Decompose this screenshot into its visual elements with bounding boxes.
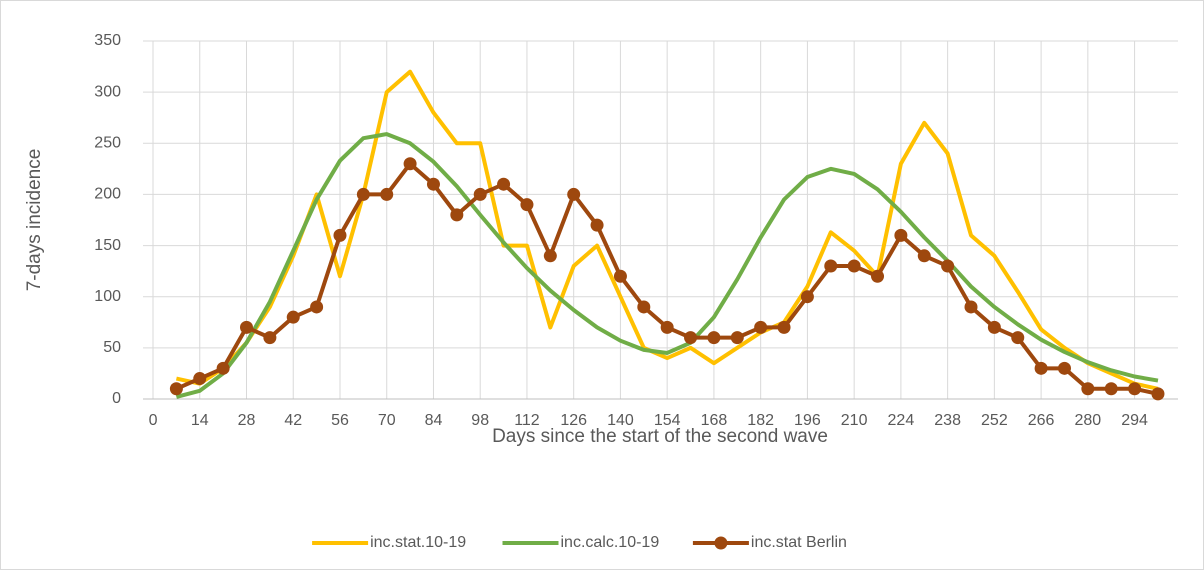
y-tick-label: 250 — [94, 135, 121, 152]
x-tick-label: 266 — [1028, 412, 1055, 429]
data-marker — [1034, 361, 1048, 375]
data-marker — [777, 320, 791, 334]
data-marker — [684, 331, 698, 345]
y-tick-label: 0 — [112, 390, 121, 407]
y-tick-label: 150 — [94, 237, 121, 254]
x-tick-label: 70 — [378, 412, 396, 429]
data-marker — [1104, 382, 1118, 396]
x-tick-label: 182 — [747, 412, 774, 429]
data-marker — [613, 269, 627, 283]
data-marker — [333, 228, 347, 242]
data-marker — [730, 331, 744, 345]
y-tick-label: 100 — [94, 288, 121, 305]
data-marker — [590, 218, 604, 232]
data-marker — [193, 372, 207, 386]
series-line — [175, 69, 1159, 391]
legend-label: inc.stat.10-19 — [370, 534, 466, 551]
data-marker — [543, 249, 557, 263]
y-tick-label: 350 — [94, 32, 121, 49]
data-marker — [497, 177, 511, 191]
data-marker — [216, 361, 230, 375]
x-tick-label: 168 — [701, 412, 728, 429]
data-marker — [800, 290, 814, 304]
data-marker — [240, 320, 253, 334]
x-tick-label: 140 — [607, 412, 634, 429]
x-tick-label: 154 — [654, 412, 681, 429]
data-marker — [847, 259, 861, 273]
data-marker — [917, 249, 931, 263]
data-marker — [520, 198, 534, 212]
y-tick-label: 50 — [103, 339, 121, 356]
x-axis-title: Days since the start of the second wave — [492, 426, 828, 447]
data-marker — [637, 300, 651, 314]
data-marker — [286, 310, 300, 324]
data-marker — [1128, 382, 1142, 396]
x-tick-label: 224 — [888, 412, 915, 429]
data-marker — [707, 331, 721, 345]
data-marker — [660, 320, 674, 334]
data-marker — [1011, 331, 1025, 345]
x-tick-label: 196 — [794, 412, 821, 429]
x-tick-label: 238 — [934, 412, 961, 429]
series-line — [175, 132, 1159, 399]
x-tick-label: 84 — [425, 412, 443, 429]
data-marker — [894, 228, 908, 242]
data-marker — [1081, 382, 1095, 396]
data-marker — [754, 320, 768, 334]
legend-label: inc.calc.10-19 — [561, 534, 660, 551]
x-tick-label: 294 — [1121, 412, 1148, 429]
data-marker — [169, 382, 183, 396]
data-marker — [356, 187, 370, 201]
y-tick-label: 200 — [94, 186, 121, 203]
y-axis-title: 7-days incidence — [24, 149, 45, 292]
data-marker — [941, 259, 955, 273]
x-tick-label: 14 — [191, 412, 209, 429]
legend-marker — [714, 536, 728, 550]
data-marker — [987, 320, 1001, 334]
data-marker — [310, 300, 324, 314]
data-marker — [473, 187, 487, 201]
x-tick-label: 56 — [331, 412, 349, 429]
data-marker — [263, 331, 277, 345]
data-marker — [824, 259, 838, 273]
legend-label: inc.stat Berlin — [751, 534, 847, 551]
x-tick-label: 252 — [981, 412, 1008, 429]
x-tick-label: 0 — [149, 412, 158, 429]
x-tick-label: 28 — [238, 412, 256, 429]
x-tick-label: 42 — [284, 412, 302, 429]
x-tick-label: 210 — [841, 412, 868, 429]
x-tick-label: 112 — [514, 412, 540, 429]
x-tick-label: 280 — [1075, 412, 1102, 429]
data-marker — [1151, 387, 1165, 401]
x-tick-label: 126 — [560, 412, 587, 429]
data-marker — [403, 157, 417, 171]
data-marker — [1057, 361, 1071, 375]
data-marker — [567, 187, 581, 201]
data-marker — [426, 177, 440, 191]
data-marker — [964, 300, 978, 314]
x-tick-label: 98 — [471, 412, 489, 429]
data-marker — [450, 208, 464, 222]
data-marker — [380, 187, 394, 201]
data-marker — [871, 269, 885, 283]
y-tick-label: 300 — [94, 83, 121, 100]
